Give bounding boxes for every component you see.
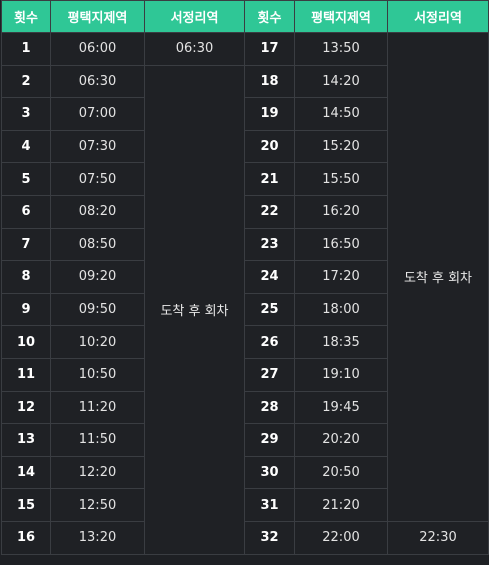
trip-number: 28 [244,390,295,425]
departure-time: 11:20 [50,390,145,425]
table-row: 13 11:50 29 20:20 [1,423,489,457]
trip-number: 19 [244,97,295,131]
table-row: 12 11:20 28 19:45 [1,390,489,425]
table-row: 7 08:50 23 16:50 [1,227,489,262]
trip-number: 8 [1,260,51,294]
table-row: 11 10:50 27 19:10 [1,357,489,392]
departure-time: 16:50 [294,227,388,262]
trip-number: 30 [244,455,295,490]
table-row: 5 07:50 21 15:50 [1,162,489,196]
table-row: 15 12:50 31 21:20 [1,488,489,522]
trip-number: 18 [244,64,295,99]
trip-number: 10 [1,325,51,359]
departure-time: 13:20 [50,520,145,555]
trip-number: 29 [244,423,295,457]
trip-number: 1 [1,32,51,66]
departure-time: 12:20 [50,455,145,490]
table-row: 16 13:20 32 22:00 22:30 [1,520,489,555]
trip-number: 7 [1,227,51,262]
trip-number: 17 [244,32,295,66]
departure-time: 10:20 [50,325,145,359]
departure-time: 10:50 [50,357,145,392]
trip-number: 4 [1,129,51,164]
departure-time: 15:20 [294,129,388,164]
header-trip-no-right: 횟수 [244,0,295,33]
departure-time: 07:30 [50,129,145,164]
trip-number: 25 [244,292,295,327]
trip-number: 3 [1,97,51,131]
return-after-arrival-note: 도착 후 회차 [387,32,489,522]
trip-number: 15 [1,488,51,522]
trip-number: 12 [1,390,51,425]
trip-number: 9 [1,292,51,327]
departure-time: 12:50 [50,488,145,522]
trip-number: 5 [1,162,51,196]
trip-number: 2 [1,64,51,99]
table-row: 2 06:30 도착 후 회차 18 14:20 [1,64,489,555]
table-row: 8 09:20 24 17:20 [1,260,489,294]
header-seojeongri-right: 서정리역 [387,0,489,33]
header-pyeongtaek-jije-right: 평택지제역 [294,0,388,33]
trip-number: 22 [244,194,295,229]
table-row: 3 07:00 19 14:50 [1,97,489,131]
departure-time: 11:50 [50,423,145,457]
trip-number: 11 [1,357,51,392]
trip-number: 21 [244,162,295,196]
trip-number: 23 [244,227,295,262]
departure-time: 20:20 [294,423,388,457]
departure-time: 14:20 [294,64,388,99]
departure-time: 21:20 [294,488,388,522]
trip-number: 20 [244,129,295,164]
departure-time: 19:10 [294,357,388,392]
departure-time: 08:20 [50,194,145,229]
departure-time: 18:00 [294,292,388,327]
trip-number: 6 [1,194,51,229]
departure-time: 18:35 [294,325,388,359]
arrival-time: 22:30 [387,520,489,555]
departure-time: 15:50 [294,162,388,196]
departure-time: 13:50 [294,32,388,66]
departure-time: 20:50 [294,455,388,490]
table-row: 14 12:20 30 20:50 [1,455,489,490]
trip-number: 14 [1,455,51,490]
trip-number: 24 [244,260,295,294]
trip-number: 26 [244,325,295,359]
header-seojeongri-left: 서정리역 [144,0,245,33]
departure-time: 16:20 [294,194,388,229]
trip-number: 27 [244,357,295,392]
arrival-time: 06:30 [144,32,245,66]
departure-time: 14:50 [294,97,388,131]
table-row: 4 07:30 20 15:20 [1,129,489,164]
table-row: 9 09:50 25 18:00 [1,292,489,327]
trip-number: 13 [1,423,51,457]
departure-time: 09:50 [50,292,145,327]
trip-number: 31 [244,488,295,522]
departure-time: 22:00 [294,520,388,555]
header-pyeongtaek-jije-left: 평택지제역 [50,0,145,33]
departure-time: 07:00 [50,97,145,131]
departure-time: 19:45 [294,390,388,425]
departure-time: 17:20 [294,260,388,294]
departure-time: 08:50 [50,227,145,262]
departure-time: 06:00 [50,32,145,66]
header-row: 횟수 평택지제역 서정리역 횟수 평택지제역 서정리역 [1,0,489,33]
trip-number: 32 [244,520,295,555]
table-row: 10 10:20 26 18:35 [1,325,489,359]
departure-time: 07:50 [50,162,145,196]
header-trip-no-left: 횟수 [1,0,51,33]
table-row: 6 08:20 22 16:20 [1,194,489,229]
departure-time: 06:30 [50,64,145,99]
table-row: 1 06:00 06:30 17 13:50 도착 후 회차 [1,32,489,522]
departure-time: 09:20 [50,260,145,294]
trip-number: 16 [1,520,51,555]
return-after-arrival-note: 도착 후 회차 [144,64,245,555]
